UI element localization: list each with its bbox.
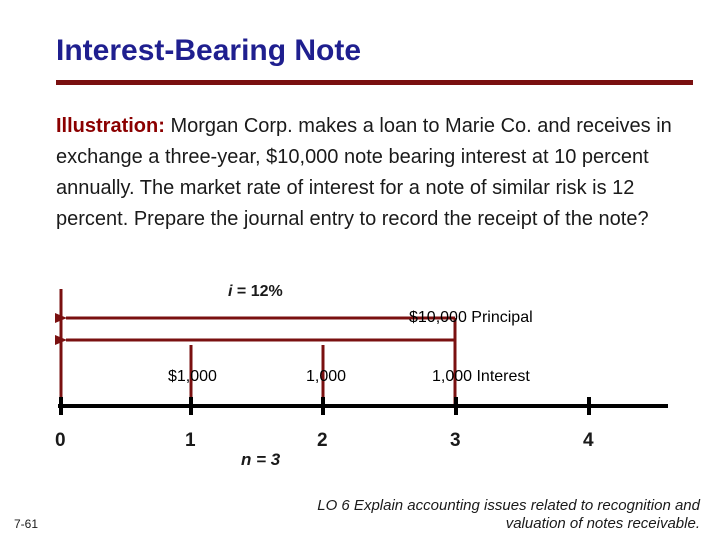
period-4: 4 [583, 430, 594, 451]
period-3: 3 [450, 430, 461, 451]
period-2: 2 [317, 430, 328, 451]
rate-variable: i [228, 283, 233, 300]
learning-objective: LO 6 Explain accounting issues related t… [317, 497, 700, 532]
interest-label-2: 1,000 [306, 368, 347, 385]
period-1: 1 [185, 430, 196, 451]
slide-number: 7-61 [14, 517, 39, 531]
principal-label: $10,000 Principal [409, 309, 533, 326]
rate-value: = 12% [232, 283, 283, 300]
illustration-lead: Illustration: [56, 115, 165, 137]
illustration-paragraph: Illustration: Morgan Corp. makes a loan … [56, 111, 696, 235]
title-divider [56, 80, 693, 85]
period-0: 0 [55, 430, 66, 451]
illustration-text: Morgan Corp. makes a loan to Marie Co. a… [56, 115, 672, 230]
interest-label-1: $1,000 [168, 368, 217, 385]
interest-rate-label: i = 12% [228, 283, 283, 301]
n-periods-label: n = 3 [241, 450, 281, 469]
slide-title: Interest-Bearing Note [56, 34, 362, 67]
interest-label-3: 1,000 Interest [432, 368, 530, 385]
